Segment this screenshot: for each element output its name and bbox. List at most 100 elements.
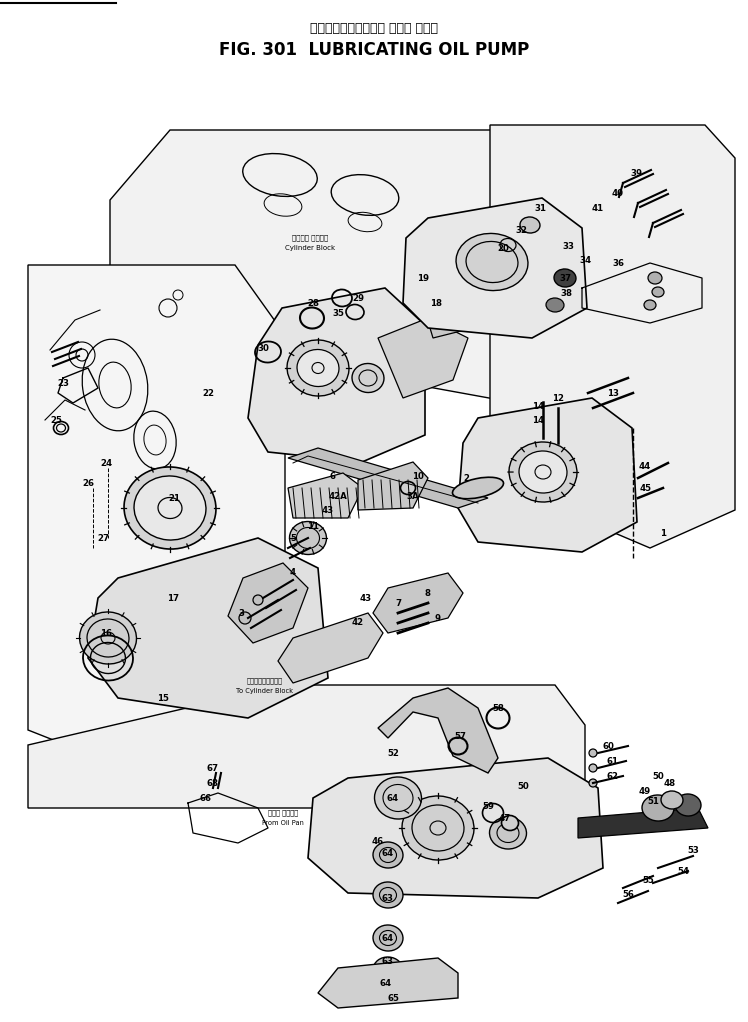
Text: 64: 64: [387, 793, 399, 802]
Text: 52: 52: [387, 748, 399, 757]
Polygon shape: [378, 318, 468, 398]
Text: 24: 24: [100, 459, 112, 467]
Text: 15: 15: [157, 694, 169, 702]
Text: 7: 7: [395, 599, 401, 607]
Polygon shape: [288, 473, 363, 518]
Polygon shape: [248, 288, 425, 462]
Polygon shape: [28, 685, 585, 808]
Polygon shape: [28, 265, 285, 788]
Ellipse shape: [79, 612, 136, 664]
Ellipse shape: [554, 269, 576, 287]
Text: 47: 47: [499, 814, 511, 823]
Text: 49: 49: [639, 787, 651, 795]
Ellipse shape: [453, 477, 503, 499]
Text: 58: 58: [492, 703, 504, 712]
Ellipse shape: [287, 340, 349, 396]
Text: 67: 67: [207, 763, 219, 773]
Text: 27: 27: [97, 533, 109, 543]
Text: 3: 3: [238, 608, 244, 617]
Text: 40: 40: [612, 188, 624, 197]
Text: 21: 21: [168, 494, 180, 503]
Ellipse shape: [644, 300, 656, 310]
Text: 16: 16: [100, 629, 112, 638]
Ellipse shape: [489, 817, 527, 849]
Text: 64: 64: [382, 933, 394, 942]
Text: 57: 57: [454, 732, 466, 741]
Text: 43: 43: [322, 506, 334, 514]
Text: 41: 41: [592, 203, 604, 213]
Text: 65: 65: [387, 993, 399, 1003]
Text: 8: 8: [425, 589, 431, 598]
Ellipse shape: [456, 233, 528, 290]
Text: 6: 6: [330, 471, 336, 480]
Polygon shape: [228, 563, 308, 643]
Text: 18: 18: [430, 298, 442, 308]
Circle shape: [589, 764, 597, 772]
Text: 31: 31: [534, 203, 546, 213]
Text: From Oil Pan: From Oil Pan: [262, 820, 304, 826]
Text: 63: 63: [382, 893, 394, 902]
Text: 50: 50: [517, 782, 529, 790]
Polygon shape: [358, 462, 428, 510]
Text: 56: 56: [622, 889, 634, 898]
Text: 50: 50: [652, 772, 664, 781]
Text: 2: 2: [463, 473, 469, 482]
Text: 37: 37: [560, 274, 572, 282]
Text: 54: 54: [677, 867, 689, 876]
Text: 35: 35: [332, 309, 344, 318]
Text: FIG. 301  LUBRICATING OIL PUMP: FIG. 301 LUBRICATING OIL PUMP: [219, 41, 529, 59]
Text: 53: 53: [687, 845, 699, 854]
Text: 64: 64: [380, 978, 392, 987]
Text: To Cylinder Block: To Cylinder Block: [236, 688, 293, 694]
Circle shape: [589, 779, 597, 787]
Ellipse shape: [509, 442, 577, 502]
Ellipse shape: [648, 272, 662, 284]
Ellipse shape: [373, 842, 403, 868]
Text: シリンダ ブロック: シリンダ ブロック: [292, 235, 328, 241]
Text: Cylinder Block: Cylinder Block: [285, 245, 335, 251]
Text: ルーブリケーティング オイル ポンプ: ルーブリケーティング オイル ポンプ: [310, 21, 438, 35]
Text: 33: 33: [562, 241, 574, 250]
Text: 36: 36: [612, 259, 624, 268]
Circle shape: [239, 612, 251, 624]
Polygon shape: [308, 758, 603, 898]
Text: 55: 55: [642, 876, 654, 884]
Polygon shape: [88, 538, 328, 718]
Text: 42A: 42A: [328, 492, 347, 501]
Text: 38: 38: [560, 288, 572, 297]
Text: 13: 13: [607, 388, 619, 398]
Circle shape: [589, 749, 597, 757]
Ellipse shape: [400, 481, 415, 495]
Text: 3A: 3A: [407, 492, 420, 501]
Ellipse shape: [134, 476, 206, 540]
Ellipse shape: [675, 794, 701, 816]
Text: 4: 4: [290, 567, 296, 576]
Text: 45: 45: [640, 483, 652, 493]
Ellipse shape: [642, 795, 674, 821]
Ellipse shape: [501, 816, 518, 831]
Ellipse shape: [297, 350, 339, 386]
Polygon shape: [490, 125, 735, 548]
Text: 23: 23: [57, 378, 69, 387]
Polygon shape: [288, 448, 488, 508]
Ellipse shape: [661, 791, 683, 809]
Ellipse shape: [352, 364, 384, 392]
Ellipse shape: [124, 467, 216, 549]
Ellipse shape: [373, 925, 403, 951]
Text: 28: 28: [307, 298, 319, 308]
Text: 14: 14: [532, 416, 544, 424]
Text: 25: 25: [50, 416, 62, 424]
Ellipse shape: [519, 451, 567, 493]
Ellipse shape: [289, 521, 326, 555]
Ellipse shape: [373, 882, 403, 908]
Polygon shape: [378, 688, 498, 773]
Text: 32: 32: [515, 226, 527, 234]
Polygon shape: [578, 808, 708, 838]
Ellipse shape: [375, 777, 421, 819]
Text: 34: 34: [580, 256, 592, 265]
Text: 51: 51: [647, 796, 659, 805]
Text: 48: 48: [664, 779, 676, 788]
Text: 9: 9: [435, 613, 441, 622]
Text: フォン パンより: フォン パンより: [268, 809, 298, 817]
Text: 68: 68: [207, 779, 219, 788]
